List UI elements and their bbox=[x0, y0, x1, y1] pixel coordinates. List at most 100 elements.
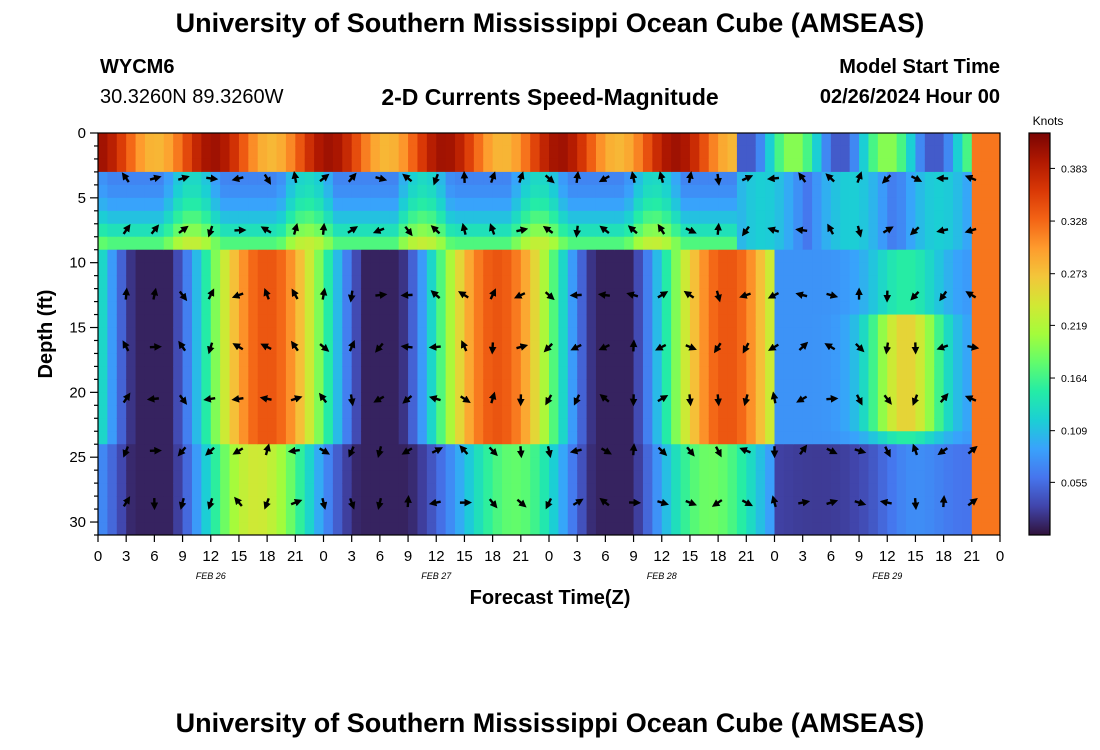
heatmap-cell bbox=[257, 431, 268, 445]
heatmap-cell bbox=[642, 210, 653, 225]
heatmap-cell bbox=[323, 158, 334, 173]
heatmap-cell bbox=[464, 197, 475, 212]
heatmap-cell bbox=[746, 145, 757, 160]
heatmap-cell bbox=[755, 444, 766, 458]
heatmap-cell bbox=[520, 197, 531, 212]
heatmap-cell bbox=[520, 249, 531, 264]
heatmap-cell bbox=[126, 210, 137, 225]
heatmap-cell bbox=[990, 327, 1000, 342]
heatmap-cell bbox=[361, 210, 372, 225]
heatmap-cell bbox=[483, 470, 494, 484]
current-arrow bbox=[430, 290, 441, 299]
heatmap-cell bbox=[483, 431, 494, 445]
current-arrow bbox=[122, 340, 130, 352]
heatmap-cell bbox=[342, 288, 353, 303]
heatmap-cell bbox=[934, 288, 945, 303]
heatmap-cell bbox=[689, 197, 700, 212]
heatmap-cell bbox=[248, 405, 259, 419]
heatmap-cell bbox=[849, 340, 860, 355]
heatmap-cell bbox=[408, 184, 419, 199]
heatmap-cell bbox=[586, 145, 597, 160]
heatmap-cell bbox=[163, 496, 174, 510]
heatmap-cell bbox=[577, 249, 588, 264]
heatmap-cell bbox=[445, 418, 456, 432]
heatmap-cell bbox=[652, 496, 663, 510]
heatmap-cell bbox=[887, 392, 898, 406]
heatmap-cell bbox=[445, 301, 456, 316]
heatmap-cell bbox=[774, 509, 785, 523]
heatmap-cell bbox=[718, 158, 729, 173]
heatmap-cell bbox=[708, 223, 719, 238]
heatmap-cell bbox=[332, 262, 343, 277]
heatmap-cell bbox=[398, 509, 409, 523]
current-arrow bbox=[205, 446, 215, 456]
heatmap-cell bbox=[248, 431, 259, 445]
heatmap-cell bbox=[877, 379, 888, 393]
heatmap-cell bbox=[285, 184, 296, 199]
heatmap-cell bbox=[962, 275, 973, 290]
current-arrow bbox=[910, 174, 923, 182]
heatmap-cell bbox=[154, 210, 165, 225]
heatmap-cell bbox=[755, 457, 766, 471]
heatmap-cell bbox=[295, 262, 306, 277]
heatmap-cell bbox=[652, 392, 663, 406]
heatmap-cell bbox=[624, 366, 635, 380]
heatmap-cell bbox=[624, 158, 635, 173]
heatmap-cell bbox=[642, 171, 653, 186]
heatmap-cell bbox=[990, 379, 1000, 393]
heatmap-cell bbox=[154, 275, 165, 290]
heatmap-cell bbox=[144, 379, 155, 393]
heatmap-cell bbox=[859, 249, 870, 264]
heatmap-cell bbox=[285, 171, 296, 186]
current-arrow bbox=[768, 343, 779, 351]
heatmap-cell bbox=[990, 262, 1000, 277]
heatmap-cell bbox=[173, 522, 184, 535]
heatmap-cell bbox=[877, 184, 888, 199]
heatmap-cell bbox=[332, 353, 343, 368]
heatmap-cell bbox=[558, 262, 569, 277]
heatmap-cell bbox=[549, 509, 559, 523]
heatmap-cell bbox=[379, 483, 390, 497]
heatmap-cell bbox=[210, 197, 221, 212]
current-arrow bbox=[428, 498, 441, 507]
heatmap-cell bbox=[746, 133, 757, 147]
heatmap-cell bbox=[661, 457, 672, 471]
heatmap-cell bbox=[201, 483, 212, 497]
heatmap-cell bbox=[426, 275, 437, 290]
heatmap-cell bbox=[173, 288, 184, 303]
heatmap-cell bbox=[445, 340, 456, 355]
heatmap-cell bbox=[708, 405, 719, 419]
x-axis-label: Forecast Time(Z) bbox=[470, 587, 631, 609]
heatmap-cell bbox=[464, 418, 475, 432]
heatmap-cell bbox=[116, 379, 127, 393]
heatmap-cell bbox=[426, 184, 437, 199]
heatmap-cell bbox=[229, 457, 240, 471]
heatmap-cell bbox=[220, 197, 231, 212]
heatmap-cell bbox=[530, 158, 541, 173]
heatmap-cell bbox=[492, 457, 503, 471]
heatmap-cell bbox=[896, 470, 907, 484]
heatmap-cell bbox=[314, 236, 325, 251]
heatmap-cell bbox=[116, 275, 127, 290]
heatmap-cell bbox=[624, 418, 635, 432]
heatmap-cell bbox=[661, 379, 672, 393]
heatmap-cell bbox=[323, 314, 334, 329]
heatmap-cell bbox=[652, 470, 663, 484]
current-arrow bbox=[149, 174, 162, 183]
heatmap-cell bbox=[614, 483, 625, 497]
heatmap-cell bbox=[567, 496, 578, 510]
heatmap-cell bbox=[98, 431, 108, 445]
heatmap-cell bbox=[783, 444, 794, 458]
heatmap-cell bbox=[248, 470, 259, 484]
heatmap-cell bbox=[624, 184, 635, 199]
heatmap-cell bbox=[539, 197, 550, 212]
heatmap-cell bbox=[765, 405, 776, 419]
heatmap-cell bbox=[285, 158, 296, 173]
heatmap-cell bbox=[220, 444, 231, 458]
heatmap-cell bbox=[98, 353, 108, 368]
heatmap-cell bbox=[445, 509, 456, 523]
heatmap-cell bbox=[455, 184, 466, 199]
heatmap-cell bbox=[464, 366, 475, 380]
heatmap-cell bbox=[220, 470, 231, 484]
heatmap-cell bbox=[924, 496, 935, 510]
